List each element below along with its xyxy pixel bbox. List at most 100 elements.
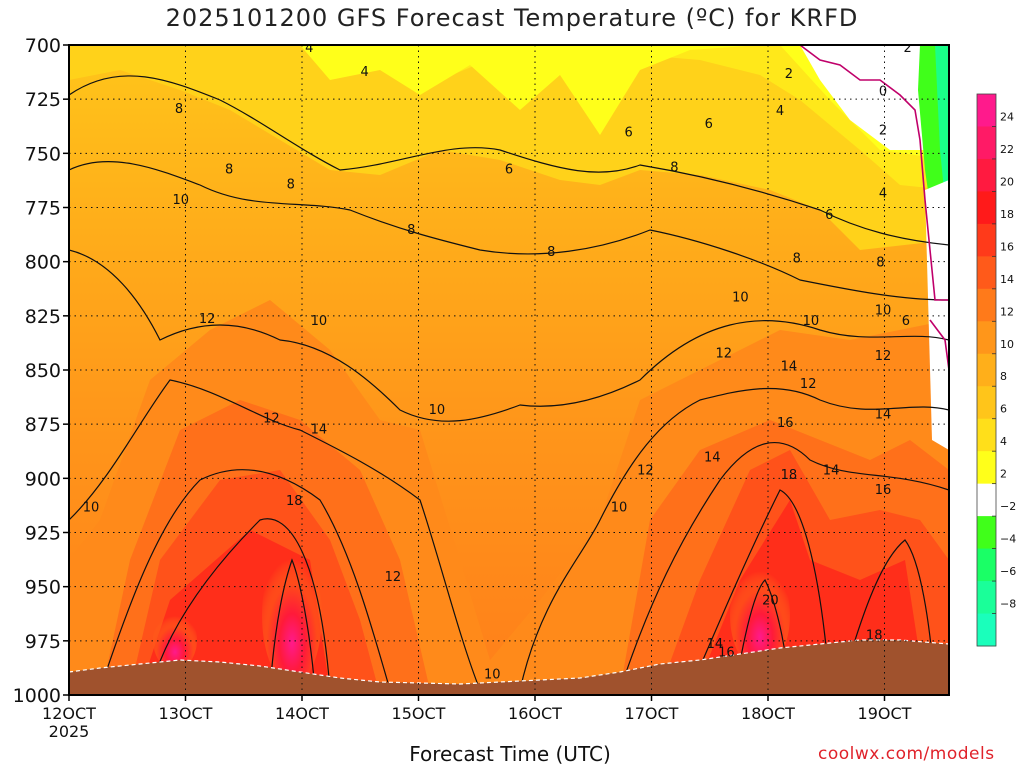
contour-label: 10 xyxy=(611,501,628,516)
contour-label: 8 xyxy=(175,102,183,117)
colorbar-label: 12 xyxy=(1000,305,1014,318)
colorbar-swatch xyxy=(977,418,996,452)
contour-label: 12 xyxy=(385,570,402,585)
y-axis: 700 725 750 775 800 825 850 875 900 925 950 975 1000 xyxy=(13,35,69,707)
x-tick-label: 19OCT xyxy=(858,704,912,723)
contour-label: 12 xyxy=(199,312,216,327)
contour-label: 16 xyxy=(777,416,794,431)
contour-label: 14 xyxy=(823,464,840,479)
y-tick-label: 800 xyxy=(25,252,61,274)
y-tick-label: 875 xyxy=(25,414,61,436)
y-tick-label: 825 xyxy=(25,306,61,328)
hot-core-1 xyxy=(262,545,322,685)
contour-label: 8 xyxy=(793,251,801,266)
contour-label: 4 xyxy=(879,186,887,201)
colorbar-label: 14 xyxy=(1000,273,1014,286)
credit-link[interactable]: coolwx.com/models xyxy=(818,744,995,764)
x-tick-label: 17OCT xyxy=(625,704,679,723)
colorbar-label: −6 xyxy=(1000,565,1016,578)
colorbar-swatch xyxy=(977,191,996,225)
colorbar-swatch xyxy=(977,516,996,550)
contour-label: 12 xyxy=(800,377,817,392)
contour-label: 6 xyxy=(902,314,910,329)
colorbar-label: 22 xyxy=(1000,143,1014,156)
contour-label: 18 xyxy=(866,628,883,643)
contour-label: 12 xyxy=(715,347,732,362)
contour-label: 10 xyxy=(484,667,501,682)
contour-label: 4 xyxy=(305,41,313,56)
contour-label: 12 xyxy=(875,349,892,364)
colorbar-swatch xyxy=(977,158,996,192)
contour-label: 14 xyxy=(707,637,724,652)
x-tick-label: 18OCT xyxy=(741,704,795,723)
colorbar-label: −2 xyxy=(1000,500,1016,513)
colorbar-label: −4 xyxy=(1000,533,1016,546)
colorbar: 24 22 20 18 16 14 12 10 8 6 4 2 −2 −4 −6 −8 xyxy=(976,93,1016,647)
terrain xyxy=(69,640,949,695)
contour-label: 8 xyxy=(407,223,415,238)
colorbar-swatch xyxy=(977,126,996,160)
colorbar-swatch xyxy=(977,581,996,615)
colorbar-swatch xyxy=(977,353,996,387)
contour-label: 2 xyxy=(903,41,911,56)
colorbar-swatch xyxy=(977,288,996,322)
contour-label: 10 xyxy=(83,501,100,516)
contour-label: 2 xyxy=(879,124,887,139)
contour-label: 6 xyxy=(705,117,713,132)
contour-label: 18 xyxy=(286,494,303,509)
contour-label: 14 xyxy=(875,407,892,422)
contour-label: 6 xyxy=(825,208,833,223)
colorbar-label: 18 xyxy=(1000,208,1014,221)
colorbar-label: 2 xyxy=(1000,468,1007,481)
x-axis-label: Forecast Time (UTC) xyxy=(409,742,611,766)
contour-label: 16 xyxy=(875,483,892,498)
contour-label: 20 xyxy=(762,594,779,609)
contour-label: 14 xyxy=(311,423,328,438)
contour-label: 4 xyxy=(361,65,369,80)
cold-layer-0 xyxy=(800,45,949,150)
colorbar-label: 24 xyxy=(1000,110,1014,123)
contour-label: 6 xyxy=(625,126,633,141)
contour-label: 10 xyxy=(803,314,820,329)
colorbar-label: −8 xyxy=(1000,598,1016,611)
contour-label: 10 xyxy=(429,403,446,418)
y-tick-label: 925 xyxy=(25,523,61,545)
contour-label: 8 xyxy=(225,163,233,178)
freezing-lines xyxy=(799,45,949,371)
y-tick-label: 775 xyxy=(25,198,61,220)
contour-label: 12 xyxy=(263,412,280,427)
y-tick-label: 900 xyxy=(25,468,61,490)
warm-layer-18 xyxy=(140,500,925,690)
hot-core-2 xyxy=(730,560,790,670)
contour-label: 2 xyxy=(785,67,793,82)
white-strip xyxy=(925,180,949,450)
colorbar-label: 6 xyxy=(1000,403,1007,416)
colorbar-swatch xyxy=(977,256,996,290)
colorbar-label: 4 xyxy=(1000,435,1007,448)
contour-label: 8 xyxy=(670,160,678,175)
x-tick-label: 13OCT xyxy=(159,704,213,723)
colorbar-swatch xyxy=(977,321,996,355)
colorbar-label: 20 xyxy=(1000,175,1014,188)
x-tick-year: 2025 xyxy=(49,722,90,741)
contour-label: 18 xyxy=(781,468,798,483)
x-tick-label: 14OCT xyxy=(275,704,329,723)
x-tick-label: 15OCT xyxy=(392,704,446,723)
chart-title: 2025101200 GFS Forecast Temperature (ºC)… xyxy=(165,4,859,32)
y-tick-label: 750 xyxy=(25,143,61,165)
contour-label: 16 xyxy=(718,646,735,661)
colorbar-label: 8 xyxy=(1000,370,1007,383)
cool-layer-6 xyxy=(69,45,949,250)
x-axis: 12OCT 13OCT 14OCT 15OCT 16OCT 17OCT 18OCT 19OCT… xyxy=(42,695,912,741)
colorbar-swatch xyxy=(977,483,996,517)
colorbar-swatch xyxy=(977,94,996,127)
contour-label: 10 xyxy=(875,303,892,318)
contour-label: 0 xyxy=(879,85,887,100)
contour-lines xyxy=(69,75,949,691)
colorbar-label: 10 xyxy=(1000,338,1014,351)
y-tick-label: 975 xyxy=(25,631,61,653)
surface-line xyxy=(69,639,949,685)
contour-label: 10 xyxy=(732,290,749,305)
